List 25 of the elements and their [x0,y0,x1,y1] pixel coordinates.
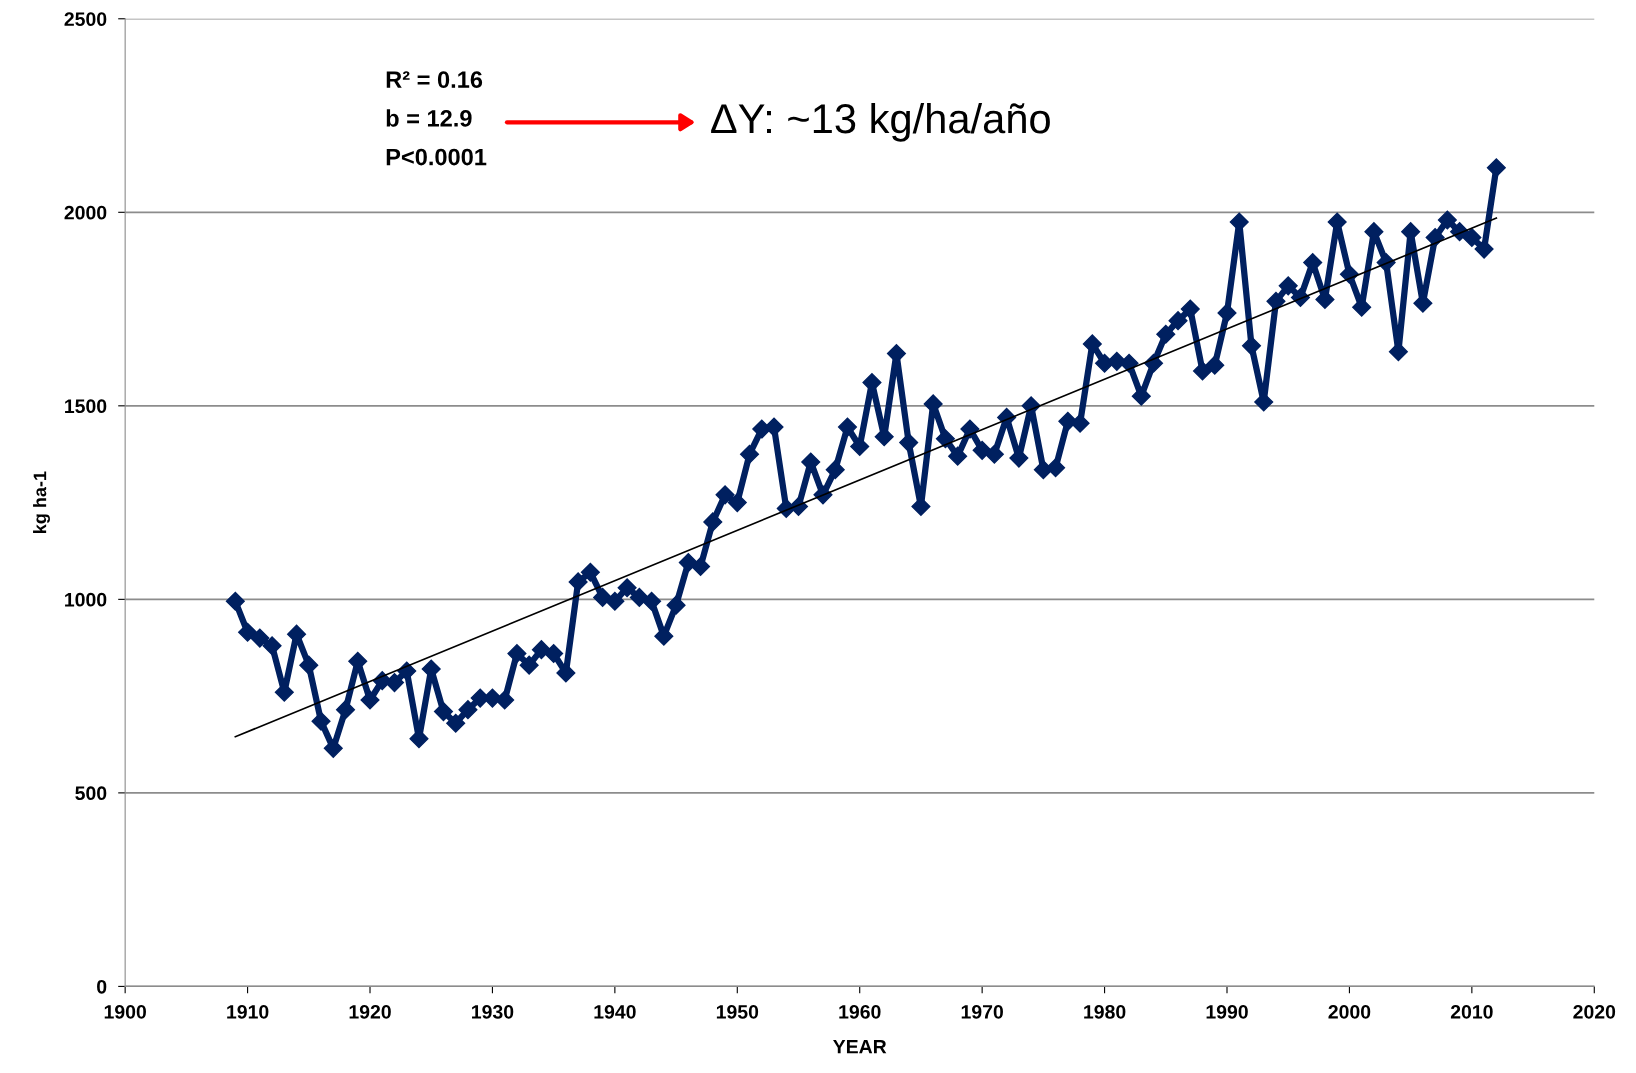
x-axis-title: YEAR [833,1039,887,1054]
y-tick-label: 2000 [64,205,107,220]
x-tick-label: 1960 [839,1004,881,1019]
x-tick-label: 1990 [1206,1004,1248,1019]
x-tick-label: 2010 [1450,1004,1493,1019]
annotation: b = 12.9 [386,109,472,127]
y-tick-label: 1000 [65,592,107,607]
x-tick-label: 2020 [1573,1004,1616,1019]
x-tick-label: 1920 [349,1004,391,1019]
y-tick-label: 0 [97,979,107,994]
x-tick-label: 1930 [472,1004,514,1019]
y-axis-title: kg ha-1 [33,471,50,533]
x-tick-label: 2000 [1328,1004,1371,1019]
y-tick-label: 2500 [64,12,107,27]
x-tick-label: 1950 [716,1004,759,1019]
x-tick-label: 1980 [1084,1004,1126,1019]
annotation: P<0.0001 [386,148,487,166]
x-tick-label: 1910 [227,1004,269,1019]
x-tick-label: 1940 [594,1004,636,1019]
x-tick-label: 1900 [104,1004,146,1019]
y-tick-label: 500 [75,786,107,801]
x-tick-label: 1970 [961,1004,1003,1019]
annotation: ΔY: ~13 kg/ha/año [711,102,1050,142]
y-tick-label: 1500 [65,399,107,414]
annotation: R² = 0.16 [386,71,483,89]
